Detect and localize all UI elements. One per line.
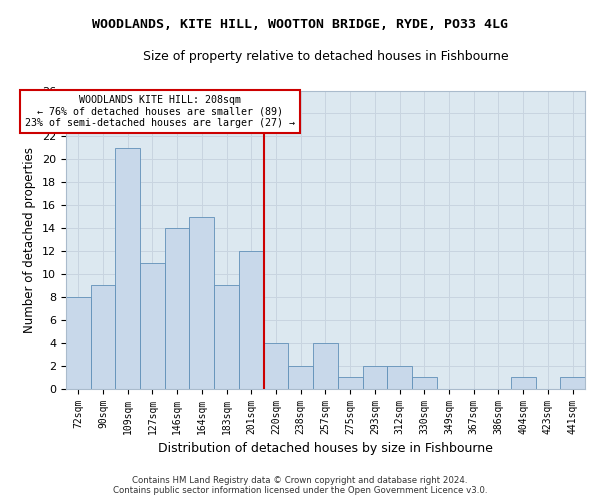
Bar bbox=[560, 377, 585, 388]
Bar bbox=[263, 343, 289, 388]
Bar bbox=[338, 377, 362, 388]
Text: WOODLANDS KITE HILL: 208sqm
← 76% of detached houses are smaller (89)
23% of sem: WOODLANDS KITE HILL: 208sqm ← 76% of det… bbox=[25, 95, 295, 128]
Bar bbox=[313, 343, 338, 388]
Title: Size of property relative to detached houses in Fishbourne: Size of property relative to detached ho… bbox=[143, 50, 508, 63]
Bar bbox=[289, 366, 313, 388]
Bar bbox=[91, 286, 115, 389]
Text: WOODLANDS, KITE HILL, WOOTTON BRIDGE, RYDE, PO33 4LG: WOODLANDS, KITE HILL, WOOTTON BRIDGE, RY… bbox=[92, 18, 508, 30]
X-axis label: Distribution of detached houses by size in Fishbourne: Distribution of detached houses by size … bbox=[158, 442, 493, 455]
Bar bbox=[66, 297, 91, 388]
Bar bbox=[115, 148, 140, 388]
Bar bbox=[387, 366, 412, 388]
Bar bbox=[412, 377, 437, 388]
Y-axis label: Number of detached properties: Number of detached properties bbox=[23, 146, 37, 332]
Bar bbox=[190, 216, 214, 388]
Text: Contains HM Land Registry data © Crown copyright and database right 2024.
Contai: Contains HM Land Registry data © Crown c… bbox=[113, 476, 487, 495]
Bar bbox=[140, 262, 165, 388]
Bar bbox=[239, 251, 263, 388]
Bar bbox=[165, 228, 190, 388]
Bar bbox=[214, 286, 239, 389]
Bar bbox=[511, 377, 536, 388]
Bar bbox=[362, 366, 387, 388]
